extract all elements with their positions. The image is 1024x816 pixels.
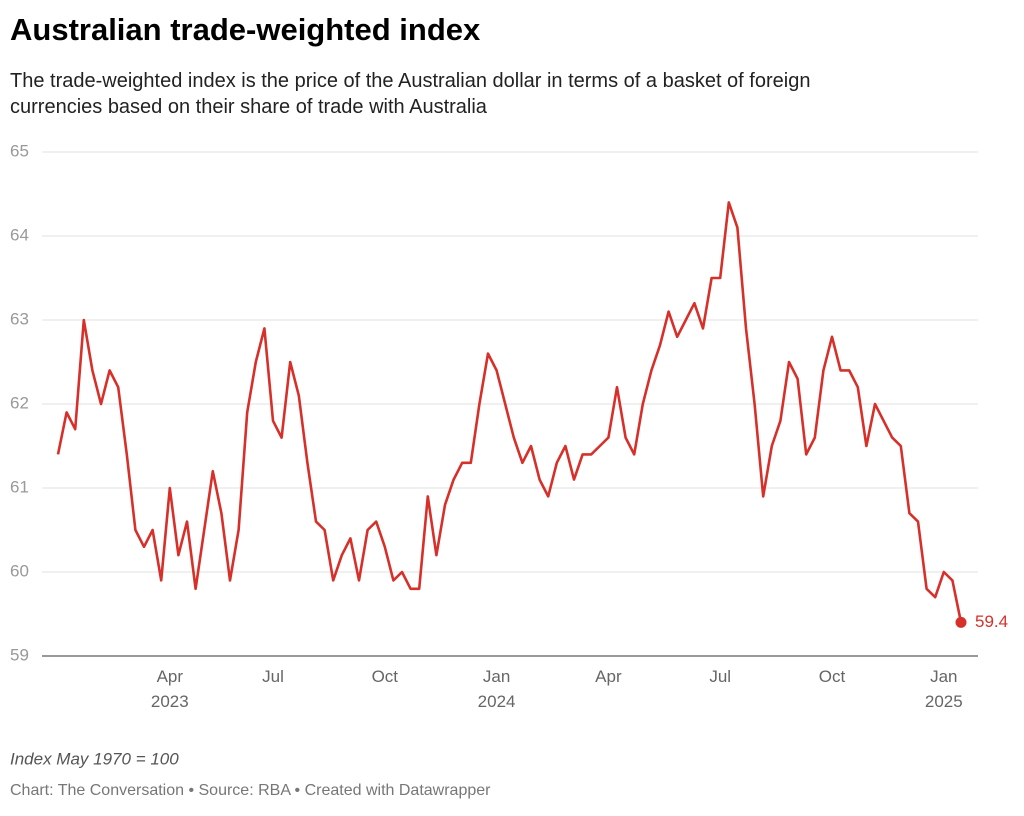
y-tick-label: 60 [10, 561, 29, 580]
y-tick-label: 63 [10, 309, 29, 328]
line [56, 201, 963, 623]
x-tick-label: Jul [262, 667, 284, 686]
x-tick-label: Oct [372, 667, 399, 686]
y-tick-label: 59 [10, 645, 29, 664]
end-point [955, 616, 967, 628]
y-tick-label: 65 [10, 141, 29, 160]
chart-note: Index May 1970 = 100 [10, 749, 179, 768]
y-tick-label: 62 [10, 393, 29, 412]
x-tick-label: Oct [819, 667, 846, 686]
x-tick-label: Apr 2023 [151, 667, 189, 711]
value-label: 59.4 [975, 612, 1008, 631]
y-tick-label: 64 [10, 225, 29, 244]
chart-title: Australian trade-weighted index [10, 12, 481, 47]
x-tick-label: Jan 2025 [925, 667, 963, 711]
chart-subtitle: The trade-weighted index is the price of… [10, 70, 810, 118]
chart-source: Chart: The Conversation • Source: RBA • … [10, 782, 491, 799]
y-tick-label: 61 [10, 477, 29, 496]
x-tick-label: Jul [709, 667, 731, 686]
x-tick-label: Jan 2024 [478, 667, 516, 711]
x-tick-label: Apr [595, 667, 622, 686]
